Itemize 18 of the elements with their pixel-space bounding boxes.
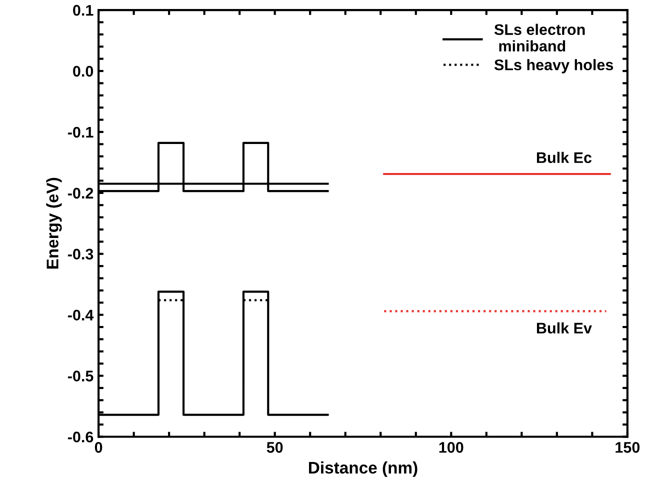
y-tick-label: 0.1 xyxy=(73,4,94,16)
y-tick-label: -0.2 xyxy=(68,188,94,199)
x-tick-label: 100 xyxy=(439,442,464,453)
legend-label: SLs heavy holes xyxy=(494,59,614,74)
annotation: Bulk Ec xyxy=(536,152,592,164)
legend-label: SLs electron miniband xyxy=(494,24,585,52)
y-tick-label: -0.1 xyxy=(68,126,94,138)
x-tick-label: 0 xyxy=(94,442,102,453)
x-axis-title: Distance (nm) xyxy=(309,461,418,477)
y-tick-label: -0.5 xyxy=(68,370,94,382)
annotation: Bulk Ev xyxy=(536,322,592,334)
y-tick-label: 0.0 xyxy=(73,66,94,77)
y-tick-label: -0.6 xyxy=(68,432,94,442)
y-tick-label: -0.3 xyxy=(68,248,94,260)
y-axis-title: Energy (eV) xyxy=(46,178,62,269)
x-tick-label: 150 xyxy=(616,442,640,453)
x-tick-label: 50 xyxy=(266,442,283,453)
y-tick-label: -0.4 xyxy=(68,310,94,321)
